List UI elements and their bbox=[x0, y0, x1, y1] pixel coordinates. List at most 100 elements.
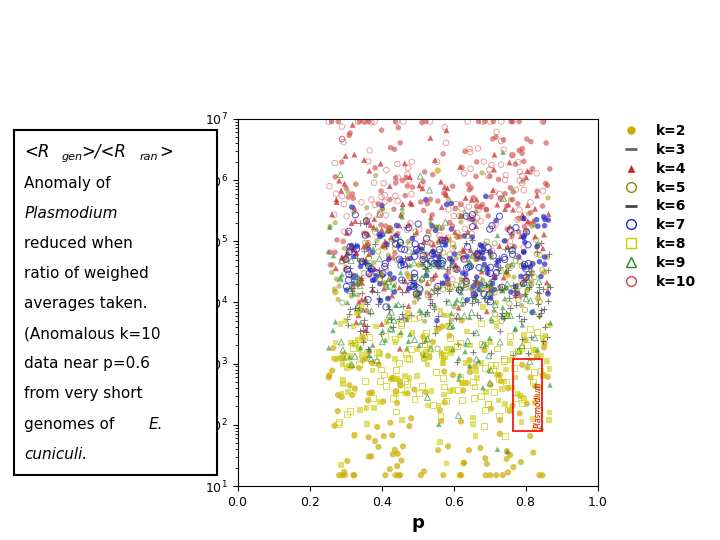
Point bbox=[378, 179, 390, 188]
Point bbox=[479, 406, 490, 415]
Point bbox=[483, 352, 495, 360]
Point bbox=[417, 260, 428, 268]
Point bbox=[375, 187, 387, 195]
Point bbox=[346, 202, 358, 211]
Point bbox=[384, 315, 395, 324]
Point bbox=[348, 338, 360, 347]
Point bbox=[504, 339, 516, 348]
Point bbox=[413, 289, 425, 298]
Point bbox=[384, 182, 395, 191]
Point bbox=[390, 338, 401, 346]
Point bbox=[340, 316, 351, 325]
Point bbox=[409, 298, 420, 307]
Point bbox=[515, 292, 526, 300]
Point bbox=[409, 395, 420, 403]
Point bbox=[451, 357, 462, 366]
Point bbox=[403, 302, 415, 310]
Point bbox=[405, 190, 417, 199]
Point bbox=[418, 355, 430, 363]
Point bbox=[473, 117, 485, 126]
Point bbox=[387, 323, 399, 332]
Point bbox=[383, 224, 395, 232]
Point bbox=[507, 195, 518, 204]
Point bbox=[481, 307, 492, 315]
Point bbox=[348, 431, 360, 440]
Point bbox=[512, 389, 523, 398]
Point bbox=[374, 230, 385, 239]
Point bbox=[443, 205, 454, 214]
Point bbox=[425, 133, 436, 142]
Point bbox=[506, 246, 518, 255]
Point bbox=[365, 221, 377, 230]
Point bbox=[363, 433, 374, 442]
Point bbox=[506, 151, 518, 159]
Point bbox=[437, 150, 449, 158]
Point bbox=[441, 459, 452, 468]
Point bbox=[537, 285, 549, 294]
Point bbox=[536, 351, 547, 360]
Point bbox=[413, 220, 424, 228]
Point bbox=[375, 270, 387, 279]
Point bbox=[504, 158, 516, 167]
Point bbox=[482, 400, 494, 408]
Point bbox=[537, 370, 549, 379]
Point bbox=[532, 294, 544, 303]
Point bbox=[342, 187, 354, 196]
Point bbox=[495, 377, 506, 386]
Point bbox=[426, 240, 438, 248]
Point bbox=[332, 407, 343, 415]
Point bbox=[491, 261, 503, 269]
Point bbox=[470, 208, 482, 217]
Point bbox=[544, 364, 555, 373]
Point bbox=[497, 286, 508, 295]
Point bbox=[374, 275, 386, 284]
Point bbox=[482, 263, 494, 272]
Point bbox=[495, 117, 507, 126]
Point bbox=[389, 288, 400, 296]
Point bbox=[438, 262, 449, 271]
Point bbox=[539, 230, 550, 239]
Point bbox=[388, 274, 400, 282]
Point bbox=[333, 295, 344, 303]
Point bbox=[460, 239, 472, 247]
Point bbox=[420, 195, 431, 204]
Point bbox=[480, 454, 491, 463]
Point bbox=[485, 314, 497, 323]
Point bbox=[392, 160, 403, 168]
Point bbox=[462, 252, 473, 261]
Point bbox=[544, 319, 556, 327]
Point bbox=[508, 242, 520, 251]
Point bbox=[462, 295, 473, 304]
Point bbox=[451, 342, 463, 350]
Point bbox=[395, 268, 406, 277]
Point bbox=[459, 147, 471, 156]
Point bbox=[439, 279, 451, 288]
Point bbox=[464, 148, 476, 157]
Point bbox=[431, 322, 442, 330]
Point bbox=[505, 184, 516, 192]
Point bbox=[498, 314, 510, 322]
Point bbox=[498, 377, 510, 386]
Point bbox=[452, 386, 464, 394]
Point bbox=[447, 386, 459, 394]
Point bbox=[498, 273, 510, 282]
Point bbox=[368, 258, 379, 267]
Point bbox=[420, 117, 432, 126]
Text: Plasmodium: Plasmodium bbox=[0, 24, 122, 53]
Point bbox=[434, 406, 446, 414]
Point bbox=[518, 393, 529, 402]
Point bbox=[488, 165, 500, 174]
Point bbox=[439, 183, 451, 191]
Point bbox=[341, 262, 352, 271]
Point bbox=[426, 211, 438, 219]
Point bbox=[531, 248, 542, 256]
Point bbox=[531, 215, 542, 224]
Point bbox=[532, 299, 544, 308]
Point bbox=[348, 471, 359, 480]
Point bbox=[460, 283, 472, 292]
Point bbox=[346, 362, 357, 371]
Point bbox=[397, 212, 408, 221]
Point bbox=[423, 401, 434, 410]
Point bbox=[438, 248, 449, 257]
Point bbox=[428, 259, 440, 268]
